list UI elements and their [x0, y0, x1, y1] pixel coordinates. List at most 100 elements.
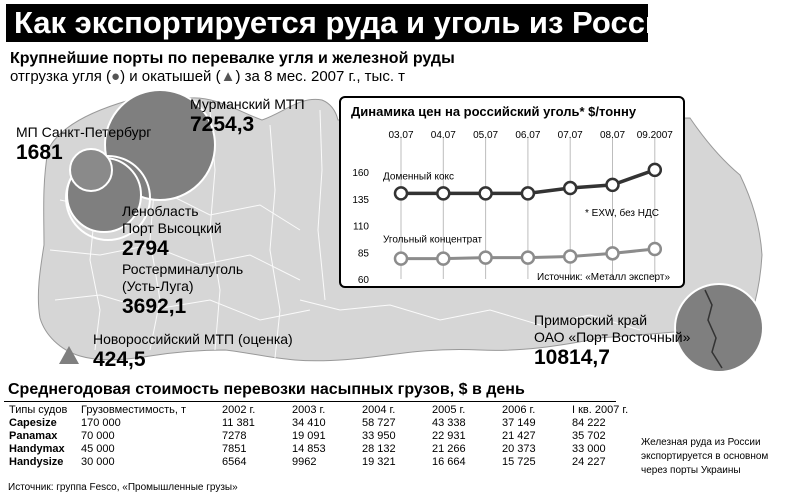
table-cell: 33 950	[362, 430, 396, 442]
table-cell: 2005 г.	[432, 404, 466, 416]
data-point	[436, 251, 451, 266]
data-point	[647, 241, 663, 257]
table-cell: 84 222	[572, 417, 606, 429]
table-cell: 35 702	[572, 430, 606, 442]
port-spb: МП Санкт-Петербург 1681	[16, 124, 151, 165]
y-tick-label: 160	[352, 168, 369, 179]
port-value: 2794	[122, 237, 169, 260]
legend-suffix: ) за 8 мес. 2007 г., тыс. т	[235, 68, 406, 85]
table-cell: 11 381	[222, 417, 255, 429]
port-value: 424,5	[93, 348, 146, 371]
data-point	[605, 177, 620, 193]
port-value: 10814,7	[534, 346, 610, 369]
data-point	[562, 180, 578, 196]
data-point	[478, 186, 493, 201]
bubble-ust-luga	[65, 155, 151, 241]
table-cell: 33 000	[572, 443, 606, 455]
table-cell: 7851	[222, 443, 247, 455]
table-header-row: Типы судов Грузовместимость, т 2002 г. 2003…	[6, 404, 639, 417]
table-cell: 58 727	[362, 417, 396, 429]
data-point	[436, 186, 451, 201]
side-note: Железная руда из России экспортируется в…	[641, 437, 769, 476]
table-cell: 16 664	[432, 456, 466, 468]
bubble-vostochny	[674, 283, 764, 373]
x-tick-label: 04.07	[431, 130, 456, 141]
table-cell: 37 149	[502, 417, 536, 429]
chart-source: Источник: «Металл эксперт»	[537, 272, 670, 283]
x-tick-label: 06.07	[515, 130, 540, 141]
table-cell: 21 266	[432, 443, 466, 455]
port-value: 3692,1	[122, 295, 187, 318]
table-cell: 19 321	[362, 456, 396, 468]
table-cell: 21 427	[502, 430, 536, 442]
table-cell: 28 132	[362, 443, 396, 455]
data-point	[393, 251, 409, 266]
data-point	[520, 186, 536, 201]
coal-marker-icon: ●	[111, 68, 121, 85]
table-cell: 2006 г.	[502, 404, 536, 416]
table-cell: 70 000	[81, 430, 115, 442]
port-value: 1681	[16, 141, 63, 164]
table-cell: 2003 г.	[292, 404, 326, 416]
port-vysotsky: Ленобласть Порт Высоцкий 2794	[122, 203, 222, 261]
bubble-vostochny-coast	[704, 289, 723, 369]
table-cell: I кв. 2007 г.	[572, 404, 629, 416]
table-cell: 43 338	[432, 417, 466, 429]
table-cell: 2004 г.	[362, 404, 396, 416]
x-tick-label: 05.07	[473, 130, 498, 141]
y-tick-label: 85	[358, 248, 370, 259]
chart-title: Динамика цен на российский уголь* $/тонн…	[351, 104, 637, 119]
table-cell: Handymax	[9, 443, 65, 455]
freight-cost-table: Типы судов Грузовместимость, т 2002 г. 2003…	[6, 404, 639, 469]
price-chart: Динамика цен на российский уголь* $/тонн…	[339, 96, 685, 288]
pellet-triangle-novorossiysk	[59, 346, 79, 364]
table-cell: 45 000	[81, 443, 115, 455]
page-title: Как экспортируется руда и уголь из Росси…	[6, 4, 683, 42]
data-point	[605, 246, 620, 261]
table-cell: 20 373	[502, 443, 536, 455]
table-cell: 14 853	[292, 443, 326, 455]
data-point	[647, 162, 663, 178]
price-chart-plot: Динамика цен на российский уголь* $/тонн…	[351, 104, 673, 286]
port-name: Ленобласть Порт Высоцкий	[122, 203, 222, 236]
map-subtitle: Крупнейшие порты по перевалке угля и жел…	[10, 50, 455, 67]
table-cell: 34 410	[292, 417, 326, 429]
port-novorossiysk: Новороссийский МТП (оценка) 424,5	[93, 331, 293, 372]
table-cell: 19 091	[292, 430, 326, 442]
pellet-marker-icon: ▲	[220, 68, 236, 85]
table-cell: 22 931	[432, 430, 466, 442]
table-cell: 15 725	[502, 456, 536, 468]
table-source: Источник: группа Fesco, «Промышленные гр…	[8, 482, 238, 493]
y-tick-label: 110	[353, 222, 369, 233]
table-row: Panamax 70 000 7278 19 091 33 950 22 931 21 42…	[6, 430, 639, 443]
table-cell: Capesize	[9, 417, 57, 429]
table-cell: Грузовместимость, т	[81, 404, 187, 416]
chart-note: * EXW, без НДС	[585, 207, 659, 219]
table-cell: Handysize	[9, 456, 64, 468]
data-point	[393, 186, 409, 201]
table-cell: Panamax	[9, 430, 58, 442]
x-tick-label: 08.07	[600, 130, 625, 141]
table-cell: 170 000	[81, 417, 121, 429]
table-cell: 2002 г.	[222, 404, 256, 416]
data-point	[520, 250, 536, 265]
y-tick-label: 60	[358, 275, 370, 286]
legend-mid: ) и окатышей (	[120, 68, 221, 85]
table-row: Handysize 30 000 6564 9962 19 321 16 664 15 72…	[6, 456, 639, 469]
port-name: Приморский край ОАО «Порт Восточный»	[534, 312, 691, 345]
series-label: Доменный кокс	[383, 171, 454, 182]
table-cell: 24 227	[572, 456, 606, 468]
table-title: Среднегодовая стоимость перевозки насыпн…	[8, 381, 525, 398]
port-name: Ростерминалуголь (Усть-Луга)	[122, 261, 244, 294]
table-divider	[4, 401, 616, 402]
x-tick-label: 07.07	[558, 130, 583, 141]
legend-prefix: отгрузка угля (	[10, 68, 111, 85]
table-cell: 30 000	[81, 456, 115, 468]
port-ust-luga: Ростерминалуголь (Усть-Луга) 3692,1	[122, 261, 243, 319]
table-cell: 7278	[222, 430, 247, 442]
map-legend: отгрузка угля (●) и окатышей (▲) за 8 ме…	[10, 68, 405, 85]
port-value: 7254,3	[190, 113, 255, 136]
table-row: Handymax 45 000 7851 14 853 28 132 21 266 20 3…	[6, 443, 639, 456]
x-tick-label: 03.07	[388, 130, 413, 141]
port-name: МП Санкт-Петербург	[16, 124, 152, 140]
